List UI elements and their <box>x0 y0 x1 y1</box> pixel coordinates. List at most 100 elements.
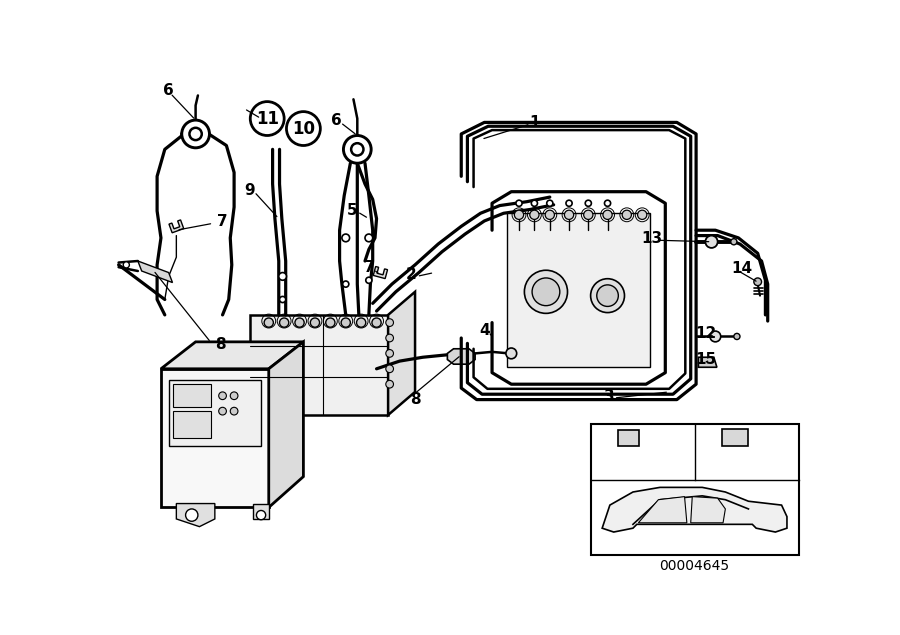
Bar <box>722 429 749 446</box>
Text: 9: 9 <box>244 183 255 197</box>
Circle shape <box>664 501 687 525</box>
Polygon shape <box>374 267 388 279</box>
Circle shape <box>738 519 760 541</box>
Circle shape <box>584 210 593 220</box>
Polygon shape <box>388 292 415 415</box>
Circle shape <box>564 210 573 220</box>
Text: 4: 4 <box>479 323 490 338</box>
Text: 8: 8 <box>215 337 226 352</box>
Polygon shape <box>698 358 717 367</box>
Circle shape <box>566 200 572 206</box>
Circle shape <box>725 438 743 457</box>
Circle shape <box>326 318 335 327</box>
Circle shape <box>530 210 539 220</box>
Text: 15: 15 <box>696 352 716 367</box>
Bar <box>590 424 798 555</box>
Circle shape <box>310 318 320 327</box>
Polygon shape <box>254 504 269 519</box>
Polygon shape <box>161 342 303 369</box>
Circle shape <box>351 143 364 156</box>
Text: 7: 7 <box>217 214 228 229</box>
Polygon shape <box>690 497 725 523</box>
Circle shape <box>280 318 289 327</box>
Circle shape <box>729 442 740 453</box>
Circle shape <box>365 234 373 242</box>
Circle shape <box>356 318 365 327</box>
Circle shape <box>637 210 647 220</box>
Circle shape <box>516 200 522 206</box>
Circle shape <box>738 439 754 455</box>
Polygon shape <box>269 342 303 507</box>
Bar <box>508 213 650 367</box>
Circle shape <box>635 525 646 536</box>
Circle shape <box>710 331 721 342</box>
Circle shape <box>219 392 227 399</box>
Circle shape <box>386 380 393 388</box>
Circle shape <box>386 349 393 358</box>
Circle shape <box>731 239 737 245</box>
Circle shape <box>386 365 393 373</box>
Polygon shape <box>447 349 475 364</box>
Text: 7: 7 <box>364 260 374 275</box>
Text: 3: 3 <box>604 389 615 404</box>
Polygon shape <box>138 261 173 283</box>
Circle shape <box>605 200 610 206</box>
Circle shape <box>250 102 284 135</box>
Circle shape <box>742 443 750 451</box>
Bar <box>173 384 211 407</box>
Circle shape <box>280 297 285 303</box>
Text: 10: 10 <box>698 427 719 443</box>
Circle shape <box>531 200 537 206</box>
Circle shape <box>230 407 238 415</box>
Circle shape <box>219 407 227 415</box>
Text: 1: 1 <box>529 115 540 130</box>
Circle shape <box>230 392 238 399</box>
Text: 6: 6 <box>163 83 174 98</box>
Circle shape <box>515 210 524 220</box>
Circle shape <box>597 285 618 307</box>
Circle shape <box>342 234 349 242</box>
Text: 00004645: 00004645 <box>660 559 730 573</box>
Circle shape <box>295 318 304 327</box>
Bar <box>617 431 639 446</box>
Circle shape <box>545 210 554 220</box>
Text: 13: 13 <box>642 231 662 246</box>
Text: 12: 12 <box>696 326 716 341</box>
Circle shape <box>743 525 754 536</box>
Circle shape <box>386 319 393 326</box>
Text: 8: 8 <box>410 392 420 407</box>
Circle shape <box>185 509 198 521</box>
Text: 6: 6 <box>331 112 342 128</box>
Circle shape <box>365 277 372 283</box>
Circle shape <box>264 318 274 327</box>
Circle shape <box>622 210 632 220</box>
Text: 11: 11 <box>594 427 615 443</box>
Polygon shape <box>169 220 184 233</box>
Circle shape <box>585 200 591 206</box>
Text: 5: 5 <box>346 203 357 218</box>
Circle shape <box>372 318 382 327</box>
Circle shape <box>341 318 350 327</box>
Text: 2: 2 <box>406 267 417 283</box>
Circle shape <box>546 200 553 206</box>
Circle shape <box>630 519 652 541</box>
Circle shape <box>532 278 560 305</box>
Circle shape <box>343 281 349 287</box>
Circle shape <box>182 120 210 148</box>
Circle shape <box>590 279 625 312</box>
Circle shape <box>344 135 371 163</box>
Polygon shape <box>249 315 388 415</box>
Circle shape <box>603 210 612 220</box>
Circle shape <box>617 438 633 453</box>
Polygon shape <box>638 497 687 523</box>
Polygon shape <box>602 488 787 532</box>
Polygon shape <box>176 504 215 526</box>
Circle shape <box>706 236 717 248</box>
Bar <box>173 411 211 438</box>
Text: 10: 10 <box>292 120 315 138</box>
Circle shape <box>754 278 761 286</box>
Circle shape <box>734 333 740 340</box>
Circle shape <box>256 511 266 519</box>
Circle shape <box>279 272 286 280</box>
Text: 11: 11 <box>256 110 279 128</box>
